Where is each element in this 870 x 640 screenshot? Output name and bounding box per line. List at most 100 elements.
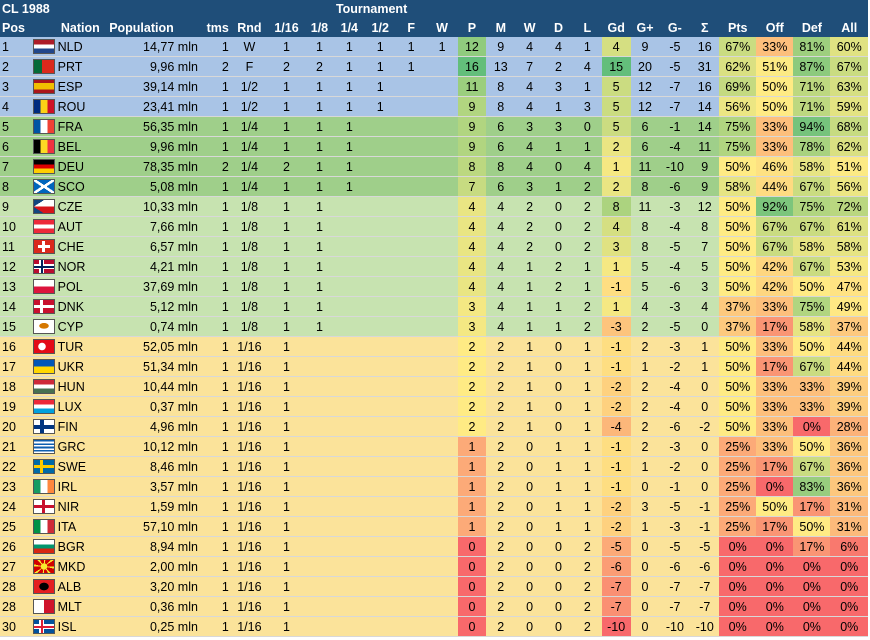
col-header-wins[interactable]: W xyxy=(515,18,545,37)
col-header-population[interactable]: Population xyxy=(107,18,200,37)
table-row[interactable]: 30 ISL 0,25 mln 1 1/16 1 0 2 0 0 2 -10 0 -10 -10 0% 0% 0%… xyxy=(0,616,868,637)
winner-cell xyxy=(426,336,458,357)
table-row[interactable]: 16 TUR 52,05 mln 1 1/16 1 2 2 1 0 1 -1 2 -3 1 50% 33% 50%… xyxy=(0,336,868,357)
col-header-draws[interactable]: D xyxy=(544,18,573,37)
r4-cell xyxy=(333,516,365,537)
col-header-points[interactable]: P xyxy=(457,18,487,37)
all-pct-cell: 6% xyxy=(830,536,868,557)
sigma-cell: 11 xyxy=(690,136,720,157)
table-row[interactable]: 4 ROU 23,41 mln 1 1/2 1 1 1 1 9 8 4 1 3 5 12 -7 14 56% 50% 7… xyxy=(0,96,868,117)
table-row[interactable]: 26 BGR 8,94 mln 1 1/16 1 0 2 0 0 2 -5 0 -5 -5 0% 0% 17% 6% xyxy=(0,536,868,557)
flag-icon xyxy=(28,376,56,397)
final-cell xyxy=(395,496,427,517)
table-row[interactable]: 19 LUX 0,37 mln 1 1/16 1 2 2 1 0 1 -2 2 -4 0 50% 33% 33% 3… xyxy=(0,396,868,417)
table-row[interactable]: 12 NOR 4,21 mln 1 1/8 1 1 4 4 1 2 1 1 5 -4 5 50% 42% 67% 53… xyxy=(0,256,868,277)
def-pct-cell: 58% xyxy=(793,236,831,257)
all-pct-cell: 47% xyxy=(830,276,868,297)
r4-cell: 1 xyxy=(333,116,365,137)
r4-cell xyxy=(333,336,365,357)
r8-cell xyxy=(305,376,334,397)
table-row[interactable]: 28 ALB 3,20 mln 1 1/16 1 0 2 0 0 2 -7 0 -7 -7 0% 0% 0% 0% xyxy=(0,576,868,597)
col-header-r4[interactable]: 1/4 xyxy=(333,18,365,37)
col-header-gd[interactable]: Gd xyxy=(601,18,631,37)
nation-code: GRC xyxy=(55,436,108,457)
points-cell: 2 xyxy=(457,376,487,397)
table-row[interactable]: 17 UKR 51,34 mln 1 1/16 1 2 2 1 0 1 -1 1 -2 1 50% 17% 67%… xyxy=(0,356,868,377)
col-header-winner[interactable]: W xyxy=(426,18,458,37)
nation-code: CHE xyxy=(55,236,108,257)
population-cell: 0,74 mln xyxy=(107,316,200,337)
col-header-all[interactable]: All xyxy=(830,18,868,37)
col-header-off[interactable]: Off xyxy=(756,18,794,37)
table-row[interactable]: 9 CZE 10,33 mln 1 1/8 1 1 4 4 2 0 2 8 11 -3 12 50% 92% 75%… xyxy=(0,196,868,217)
def-pct-cell: 33% xyxy=(793,396,831,417)
round-cell: 1/16 xyxy=(230,356,268,377)
col-header-r8[interactable]: 1/8 xyxy=(305,18,334,37)
col-header-matches[interactable]: M xyxy=(486,18,516,37)
table-row[interactable]: 8 SCO 5,08 mln 1 1/4 1 1 1 7 6 3 1 2 2 8 -6 9 58% 44% 67% 56… xyxy=(0,176,868,197)
all-pct-cell: 31% xyxy=(830,496,868,517)
flag-icon xyxy=(28,436,56,457)
def-pct-cell: 50% xyxy=(793,336,831,357)
gd-cell: 5 xyxy=(601,76,631,97)
col-header-tms[interactable]: tms xyxy=(199,18,231,37)
nation-code: BEL xyxy=(55,136,108,157)
def-pct-cell: 67% xyxy=(793,356,831,377)
table-row[interactable]: 13 POL 37,69 mln 1 1/8 1 1 4 4 1 2 1 -1 5 -6 3 50% 42% 50%… xyxy=(0,276,868,297)
col-header-sigma[interactable]: Σ xyxy=(690,18,720,37)
gminus-cell: -3 xyxy=(659,196,691,217)
col-header-gminus[interactable]: G- xyxy=(659,18,691,37)
col-header-r16[interactable]: 1/16 xyxy=(267,18,306,37)
col-header-rnd[interactable]: Rnd xyxy=(230,18,268,37)
tms-cell: 1 xyxy=(199,336,231,357)
tms-cell: 1 xyxy=(199,376,231,397)
col-header-pts[interactable]: Pts xyxy=(719,18,757,37)
table-row[interactable]: 20 FIN 4,96 mln 1 1/16 1 2 2 1 0 1 -4 2 -6 -2 50% 33% 0% 2… xyxy=(0,416,868,437)
draws-cell: 0 xyxy=(544,416,573,437)
col-header-losses[interactable]: L xyxy=(572,18,602,37)
table-row[interactable]: 28 MLT 0,36 mln 1 1/16 1 0 2 0 0 2 -7 0 -7 -7 0% 0% 0% 0% xyxy=(0,596,868,617)
points-cell: 12 xyxy=(457,37,487,57)
table-row[interactable]: 27 MKD 2,00 mln 1 1/16 1 0 2 0 0 2 -6 0 -6 -6 0% 0% 0% 0% xyxy=(0,556,868,577)
table-row[interactable]: 3 ESP 39,14 mln 1 1/2 1 1 1 1 11 8 4 3 1 5 12 -7 16 69% 50%… xyxy=(0,76,868,97)
table-row[interactable]: 6 BEL 9,96 mln 1 1/4 1 1 1 9 6 4 1 1 2 6 -4 11 75% 33% 78% 6… xyxy=(0,136,868,157)
population-cell: 39,14 mln xyxy=(107,76,200,97)
points-cell: 0 xyxy=(457,576,487,597)
col-header-pos[interactable]: Pos xyxy=(0,18,29,37)
table-row[interactable]: 2 PRT 9,96 mln 2 F 2 2 1 1 1 16 13 7 2 4 15 20 -5 31 62% 51%… xyxy=(0,56,868,77)
col-header-gplus[interactable]: G+ xyxy=(630,18,660,37)
table-row[interactable]: 14 DNK 5,12 mln 1 1/8 1 1 3 4 1 1 2 1 4 -3 4 37% 33% 75% 49… xyxy=(0,296,868,317)
table-row[interactable]: 21 GRC 10,12 mln 1 1/16 1 1 2 0 1 1 -1 2 -3 0 25% 33% 50%… xyxy=(0,436,868,457)
gminus-cell: -3 xyxy=(659,296,691,317)
table-row[interactable]: 18 HUN 10,44 mln 1 1/16 1 2 2 1 0 1 -2 2 -4 0 50% 33% 33%… xyxy=(0,376,868,397)
off-pct-cell: 50% xyxy=(756,496,794,517)
table-row[interactable]: 15 CYP 0,74 mln 1 1/8 1 1 3 4 1 1 2 -3 2 -5 0 37% 17% 58% 3… xyxy=(0,316,868,337)
table-row[interactable]: 23 IRL 3,57 mln 1 1/16 1 1 2 0 1 1 -1 0 -1 0 25% 0% 83% 36… xyxy=(0,476,868,497)
table-row[interactable]: 5 FRA 56,35 mln 1 1/4 1 1 1 9 6 3 3 0 5 6 -1 14 75% 33% 94%… xyxy=(0,116,868,137)
table-row[interactable]: 7 DEU 78,35 mln 2 1/4 2 1 1 8 8 4 0 4 1 11 -10 9 50% 46% 58… xyxy=(0,156,868,177)
r16-cell: 1 xyxy=(267,376,306,397)
col-header-def[interactable]: Def xyxy=(793,18,831,37)
winner-cell xyxy=(426,276,458,297)
table-row[interactable]: 11 CHE 6,57 mln 1 1/8 1 1 4 4 2 0 2 3 8 -5 7 50% 67% 58% 58… xyxy=(0,236,868,257)
wins-cell: 4 xyxy=(515,76,545,97)
col-header-final[interactable]: F xyxy=(395,18,427,37)
draws-cell: 2 xyxy=(544,56,573,77)
def-pct-cell: 50% xyxy=(793,276,831,297)
wins-cell: 1 xyxy=(515,336,545,357)
col-header-nation[interactable]: Nation xyxy=(28,18,108,37)
gplus-cell: 2 xyxy=(630,416,660,437)
table-row[interactable]: 22 SWE 8,46 mln 1 1/16 1 1 2 0 1 1 -1 1 -2 0 25% 17% 67% 3… xyxy=(0,456,868,477)
table-row[interactable]: 1 NLD 14,77 mln 1 W 1 1 1 1 1 1 12 9 4 4 1 4 9 -5 16 67% 33% 8… xyxy=(0,37,868,57)
gminus-cell: -3 xyxy=(659,336,691,357)
losses-cell: 1 xyxy=(572,376,602,397)
sigma-cell: -2 xyxy=(690,416,720,437)
off-pct-cell: 50% xyxy=(756,76,794,97)
col-header-r2[interactable]: 1/2 xyxy=(364,18,396,37)
table-row[interactable]: 10 AUT 7,66 mln 1 1/8 1 1 4 4 2 0 2 4 8 -4 8 50% 67% 67% 61… xyxy=(0,216,868,237)
grc-flag-icon xyxy=(32,439,55,455)
table-row[interactable]: 24 NIR 1,59 mln 1 1/16 1 1 2 0 1 1 -2 3 -5 -1 25% 50% 17%… xyxy=(0,496,868,517)
table-row[interactable]: 25 ITA 57,10 mln 1 1/16 1 1 2 0 1 1 -2 1 -3 -1 25% 17% 50… xyxy=(0,516,868,537)
tms-cell: 1 xyxy=(199,396,231,417)
losses-cell: 2 xyxy=(572,536,602,557)
